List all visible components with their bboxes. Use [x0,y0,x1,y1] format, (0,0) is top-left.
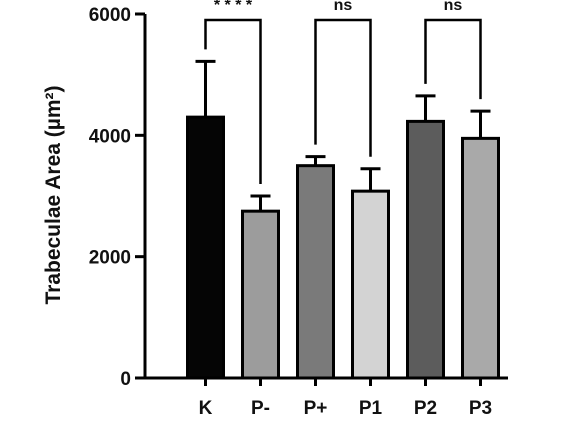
significance-brackets: * * * * ns ns [204,0,482,184]
y-axis: 0 2000 4000 6000 [89,5,147,390]
y-tick-label: 4000 [89,126,131,147]
x-axis: K P- P+ P1 P2 P3 [145,376,508,419]
bar [296,164,335,380]
significance-bracket [314,18,372,157]
y-tick-label: 6000 [89,5,131,26]
x-tick-label: P2 [414,398,437,419]
x-tick-label: P- [251,398,270,419]
x-tick-label: P3 [469,398,492,419]
bar [241,209,280,380]
x-tick-label: P1 [359,398,383,419]
bar [406,119,445,380]
bar [186,115,225,380]
x-tick-label: K [199,398,213,419]
significance-label: ns [334,0,353,14]
bar [461,136,500,380]
significance-label: ns [444,0,463,14]
x-tick-label: P+ [304,398,328,419]
error-bars [195,59,491,212]
bars [186,115,500,380]
y-axis-label: Trabeculae Area (µm²) [42,85,65,304]
significance-bracket [424,18,482,100]
significance-bracket [204,18,262,184]
y-tick-label: 0 [120,369,131,390]
y-tick-label: 2000 [89,248,131,269]
bar [351,189,390,380]
significance-label: * * * * [214,0,253,14]
